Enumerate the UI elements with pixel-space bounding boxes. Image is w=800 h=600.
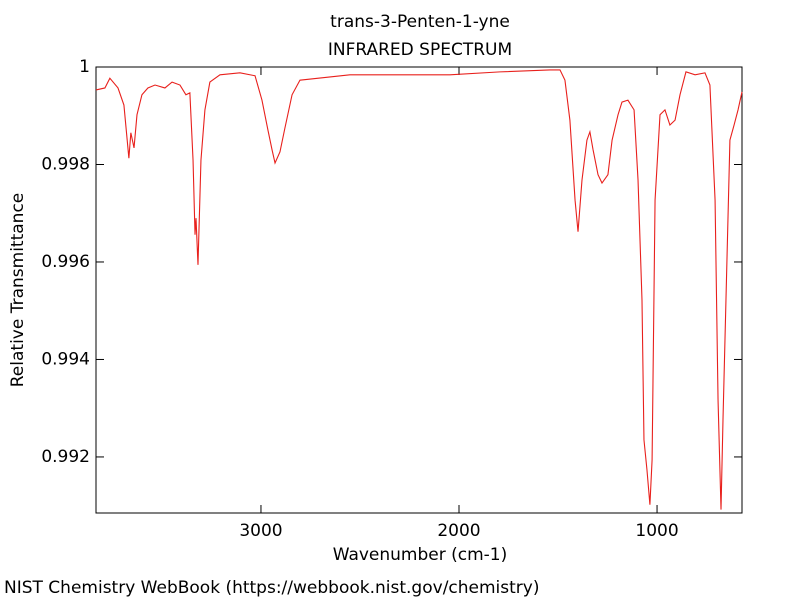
chart-title: trans-3-Penten-1-yne — [330, 12, 510, 32]
y-tick-label: 0.996 — [41, 252, 90, 272]
chart-subtitle: INFRARED SPECTRUM — [328, 40, 512, 60]
y-axis-label: Relative Transmittance — [8, 193, 28, 388]
x-tick-label: 1000 — [635, 521, 678, 541]
footer: NIST Chemistry WebBook (https://webbook.… — [4, 578, 539, 598]
plot-frame — [95, 66, 743, 514]
x-tick-label: 3000 — [239, 521, 282, 541]
x-tick-label: 2000 — [437, 521, 480, 541]
y-tick-label: 0.998 — [41, 154, 90, 174]
y-tick-label: 0.994 — [41, 349, 90, 369]
x-axis-label: Wavenumber (cm-1) — [333, 545, 508, 565]
y-tick-label: 0.992 — [41, 447, 90, 467]
spectrum-line — [95, 69, 743, 510]
y-tick-label: 1 — [79, 57, 90, 77]
